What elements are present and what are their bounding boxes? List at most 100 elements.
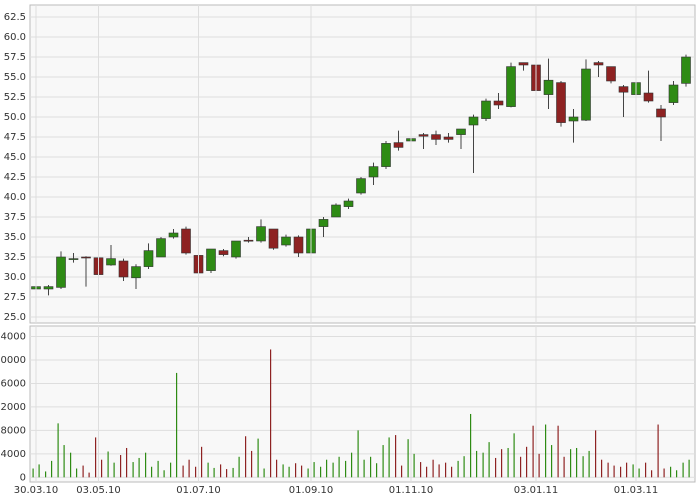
volume-bar	[688, 459, 690, 478]
y-tick-label: 57.5	[4, 52, 26, 63]
volume-bar	[488, 442, 490, 478]
volume-bar	[57, 423, 59, 478]
volume-bar	[376, 463, 378, 478]
volume-bar	[220, 464, 222, 478]
x-tick-label: 01.03.11	[614, 485, 659, 496]
volume-bar	[288, 466, 290, 478]
volume-bar	[126, 447, 128, 478]
volume-bar	[107, 451, 109, 478]
volume-bar	[51, 460, 53, 478]
candle-body	[581, 68, 591, 121]
volume-bar	[432, 459, 434, 478]
candle-body	[493, 100, 504, 106]
volume-bar	[470, 413, 472, 478]
volume-bar	[576, 447, 578, 478]
volume-bar	[76, 468, 78, 478]
candle-body	[143, 250, 154, 267]
y-tick-label: 42.5	[4, 172, 26, 183]
y-tick-label: 37.5	[4, 212, 26, 223]
volume-bar	[395, 435, 397, 478]
volume-bar	[345, 460, 347, 478]
candle-body	[681, 56, 691, 84]
candle-body	[168, 232, 179, 238]
volume-bar	[151, 466, 153, 478]
volume-bar	[426, 466, 428, 478]
volume-bar	[551, 445, 553, 478]
x-tick-label: 30.03.10	[14, 485, 59, 496]
volume-bar	[495, 457, 497, 478]
y-tick-label: 55.0	[4, 72, 26, 83]
volume-bar	[132, 462, 134, 478]
volume-bar	[526, 446, 528, 478]
y-tick-label: 24000	[0, 332, 26, 343]
volume-bar	[257, 438, 259, 478]
y-tick-label: 0	[20, 472, 26, 483]
candle-body	[518, 62, 529, 66]
candle-body	[443, 136, 454, 140]
candle-body	[593, 62, 604, 66]
volume-bar	[682, 462, 684, 478]
candle-body	[481, 100, 491, 119]
volume-bar	[232, 467, 234, 478]
volume-bar	[157, 460, 159, 478]
candle-body	[131, 266, 141, 279]
y-tick-label: 47.5	[4, 132, 26, 143]
volume-bar	[370, 456, 372, 478]
y-tick-label: 52.5	[4, 92, 26, 103]
candle-body	[318, 219, 329, 227]
candle-body	[556, 82, 566, 123]
volume-bar	[282, 464, 284, 478]
volume-bar	[663, 468, 665, 478]
volume-bar	[382, 445, 384, 478]
candle-body	[281, 236, 291, 246]
volume-bar	[320, 466, 322, 478]
candle-body	[218, 250, 229, 255]
volume-bar	[145, 452, 147, 478]
volume-bar	[420, 462, 422, 478]
candle-body	[468, 116, 479, 126]
candle-body	[81, 256, 91, 259]
volume-bar	[163, 470, 165, 478]
volume-bar	[326, 459, 328, 478]
volume-bar	[213, 467, 215, 478]
y-tick-label: 12000	[0, 402, 26, 413]
candle-body	[568, 116, 579, 122]
volume-bar	[295, 463, 297, 478]
volume-bar	[638, 468, 640, 478]
x-tick-label: 01.09.10	[289, 485, 334, 496]
candle-body	[393, 142, 404, 148]
candle-body	[456, 128, 466, 135]
y-tick-label: 30.0	[4, 272, 26, 283]
candle-body	[606, 66, 616, 82]
volume-bar	[176, 372, 178, 478]
candle-body	[368, 166, 379, 178]
y-tick-label: 8000	[1, 425, 26, 436]
volume-bar	[507, 447, 509, 478]
volume-bar	[38, 464, 40, 478]
volume-bar	[263, 468, 265, 478]
volume-bar	[363, 459, 365, 478]
candle-body	[431, 134, 441, 140]
volume-bar	[251, 450, 253, 478]
y-tick-label: 60.0	[4, 32, 26, 43]
candle-body	[618, 86, 629, 93]
volume-bar	[532, 425, 534, 478]
volume-bar	[88, 472, 90, 478]
candle-body	[643, 92, 654, 102]
candle-body	[43, 286, 54, 290]
volume-bar	[588, 450, 590, 478]
volume-bar	[101, 459, 103, 478]
y-tick-label: 27.5	[4, 292, 26, 303]
candle-body	[418, 134, 429, 137]
volume-bar	[226, 469, 228, 478]
volume-bar	[95, 437, 97, 478]
volume-bar	[201, 446, 203, 478]
candle-body	[231, 240, 241, 258]
y-tick-label: 62.5	[4, 12, 26, 23]
volume-bar	[457, 460, 459, 478]
volume-bar	[307, 468, 309, 478]
candle-body	[56, 256, 66, 288]
volume-bar	[82, 465, 84, 478]
volume-bar	[113, 462, 115, 478]
volume-bar	[620, 466, 622, 478]
